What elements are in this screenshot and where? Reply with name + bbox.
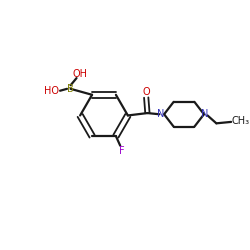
Text: B: B: [67, 84, 74, 94]
Text: N: N: [157, 109, 164, 119]
Text: O: O: [142, 87, 150, 97]
Text: HO: HO: [44, 86, 59, 96]
Text: N: N: [201, 109, 208, 119]
Text: OH: OH: [72, 69, 88, 79]
Text: F: F: [118, 146, 124, 156]
Text: CH₃: CH₃: [231, 116, 249, 126]
